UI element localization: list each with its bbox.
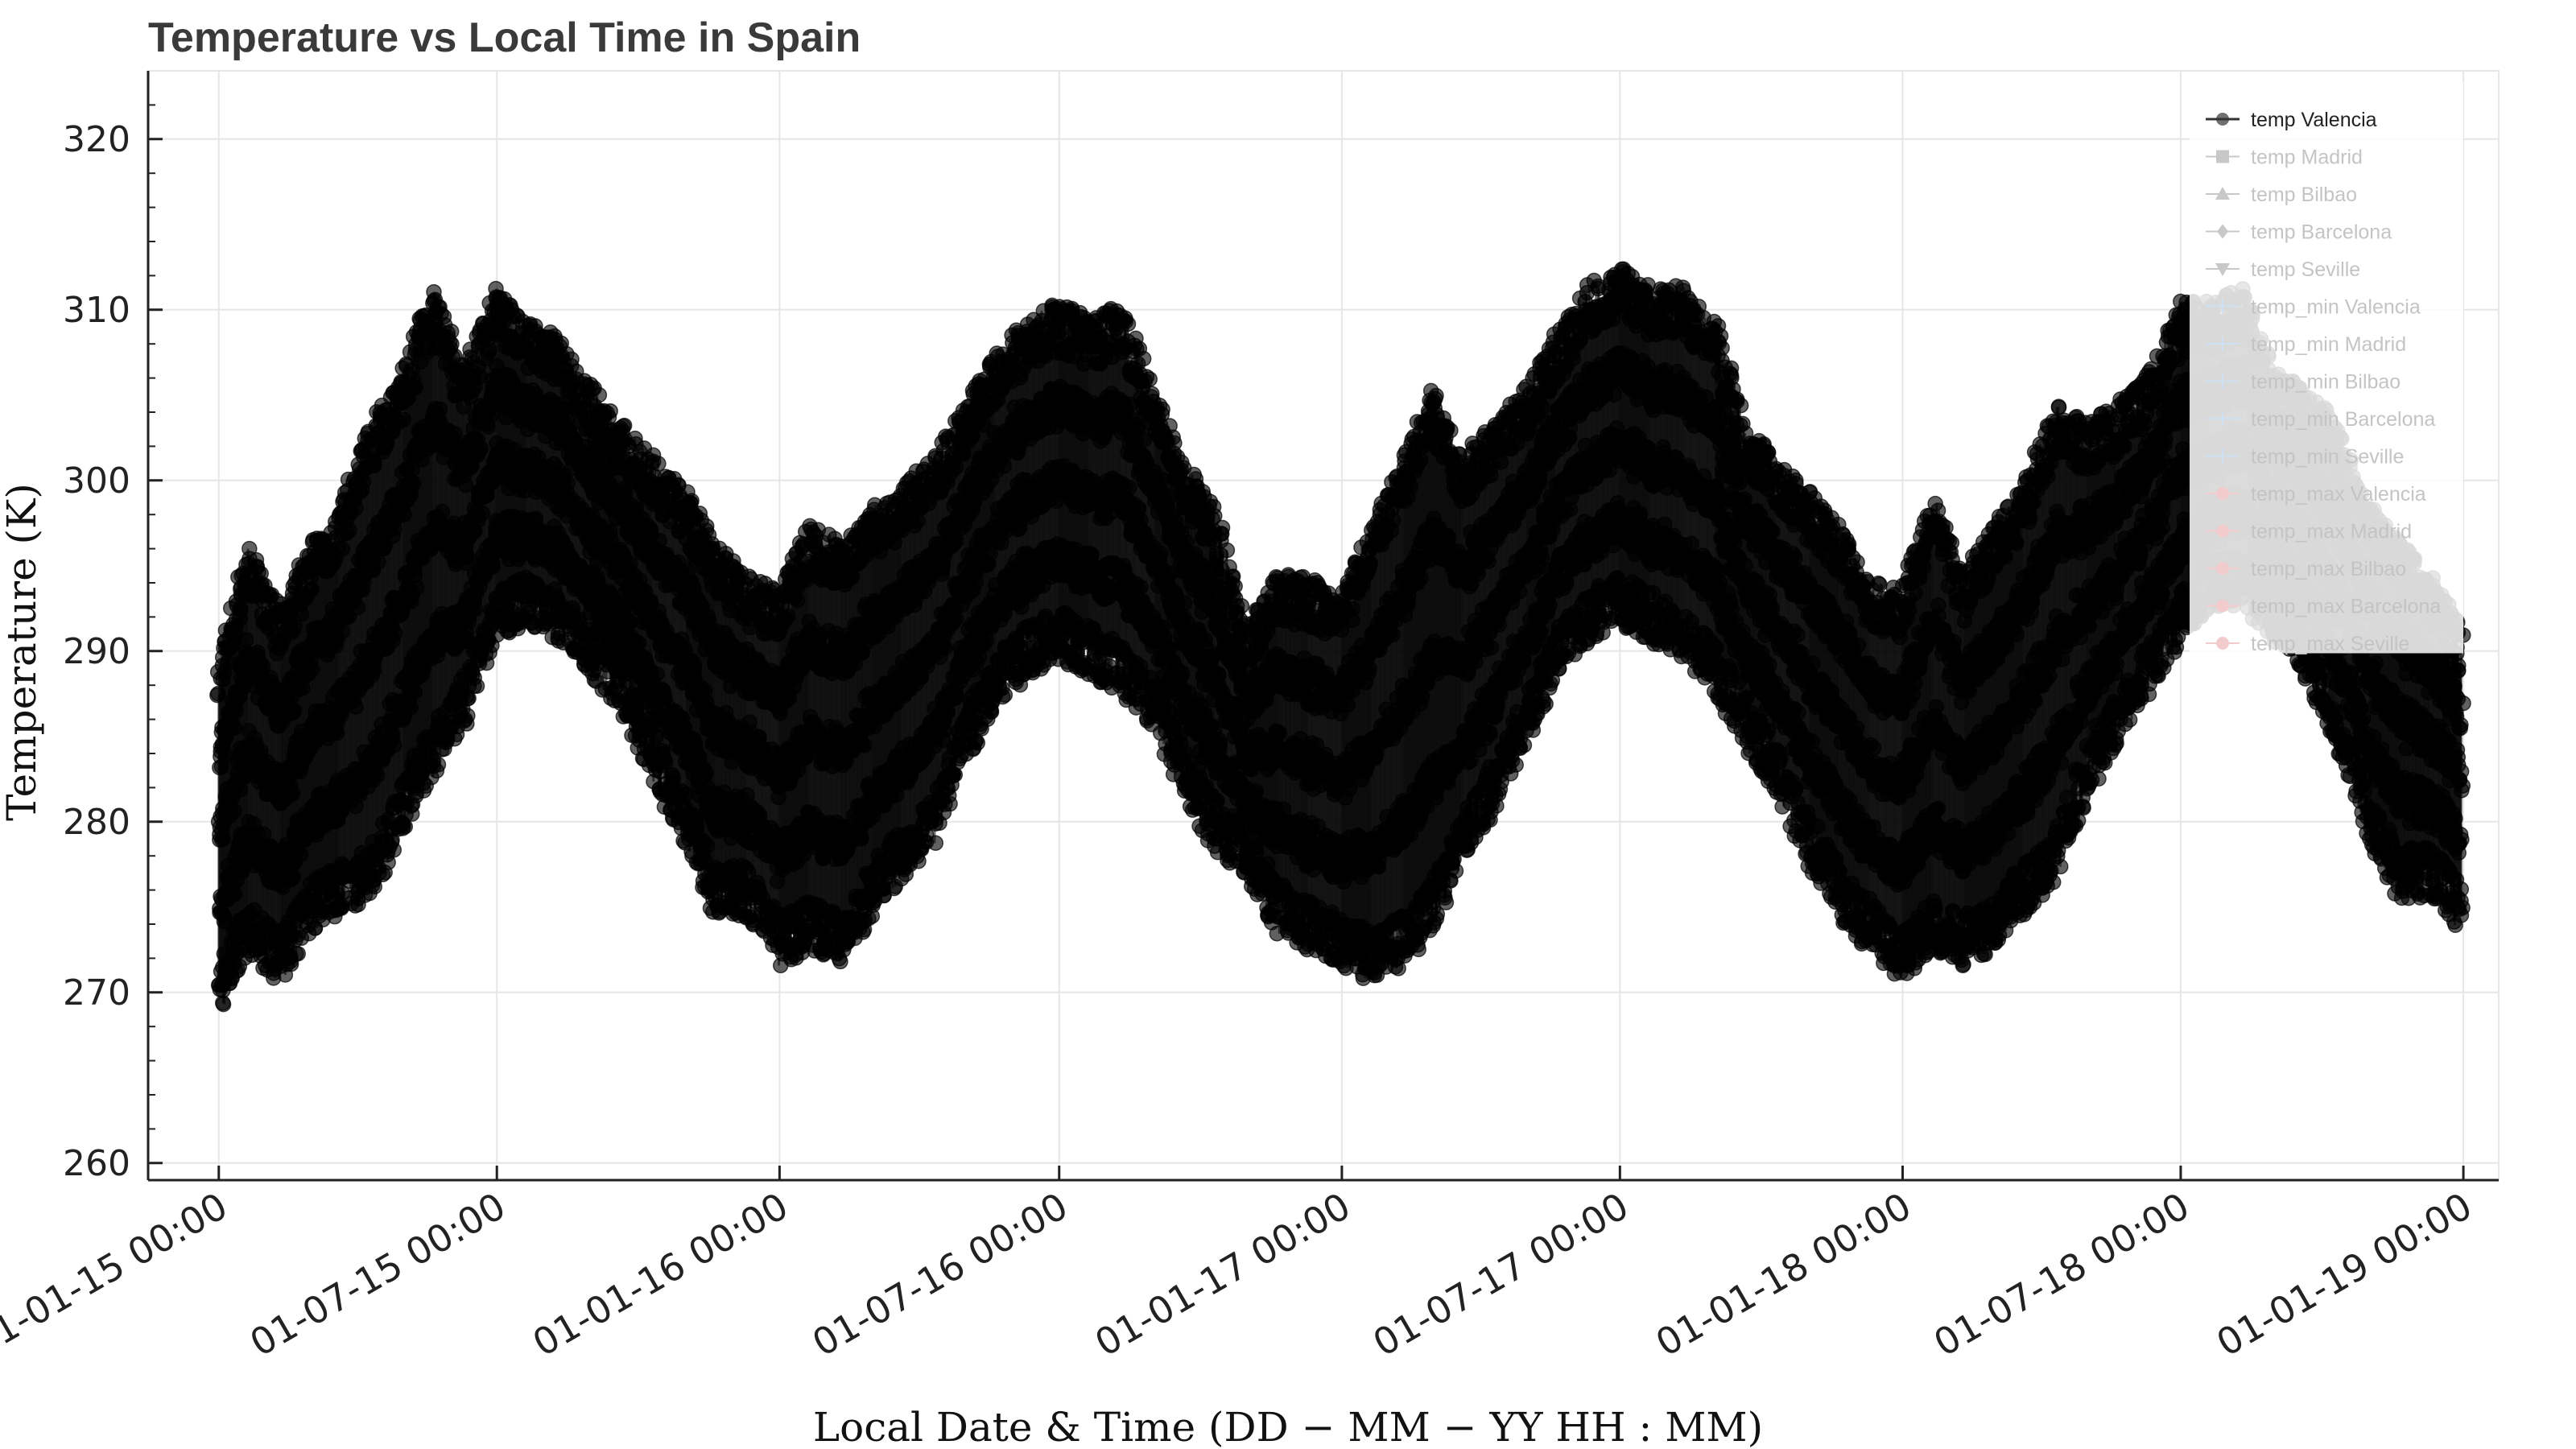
series-point: [431, 758, 445, 772]
series-point: [460, 708, 475, 723]
series-point: [405, 807, 419, 821]
series-point: [291, 947, 305, 961]
series-point: [217, 997, 231, 1012]
chart-title: Temperature vs Local Time in Spain: [148, 14, 861, 61]
series-point: [384, 835, 398, 849]
